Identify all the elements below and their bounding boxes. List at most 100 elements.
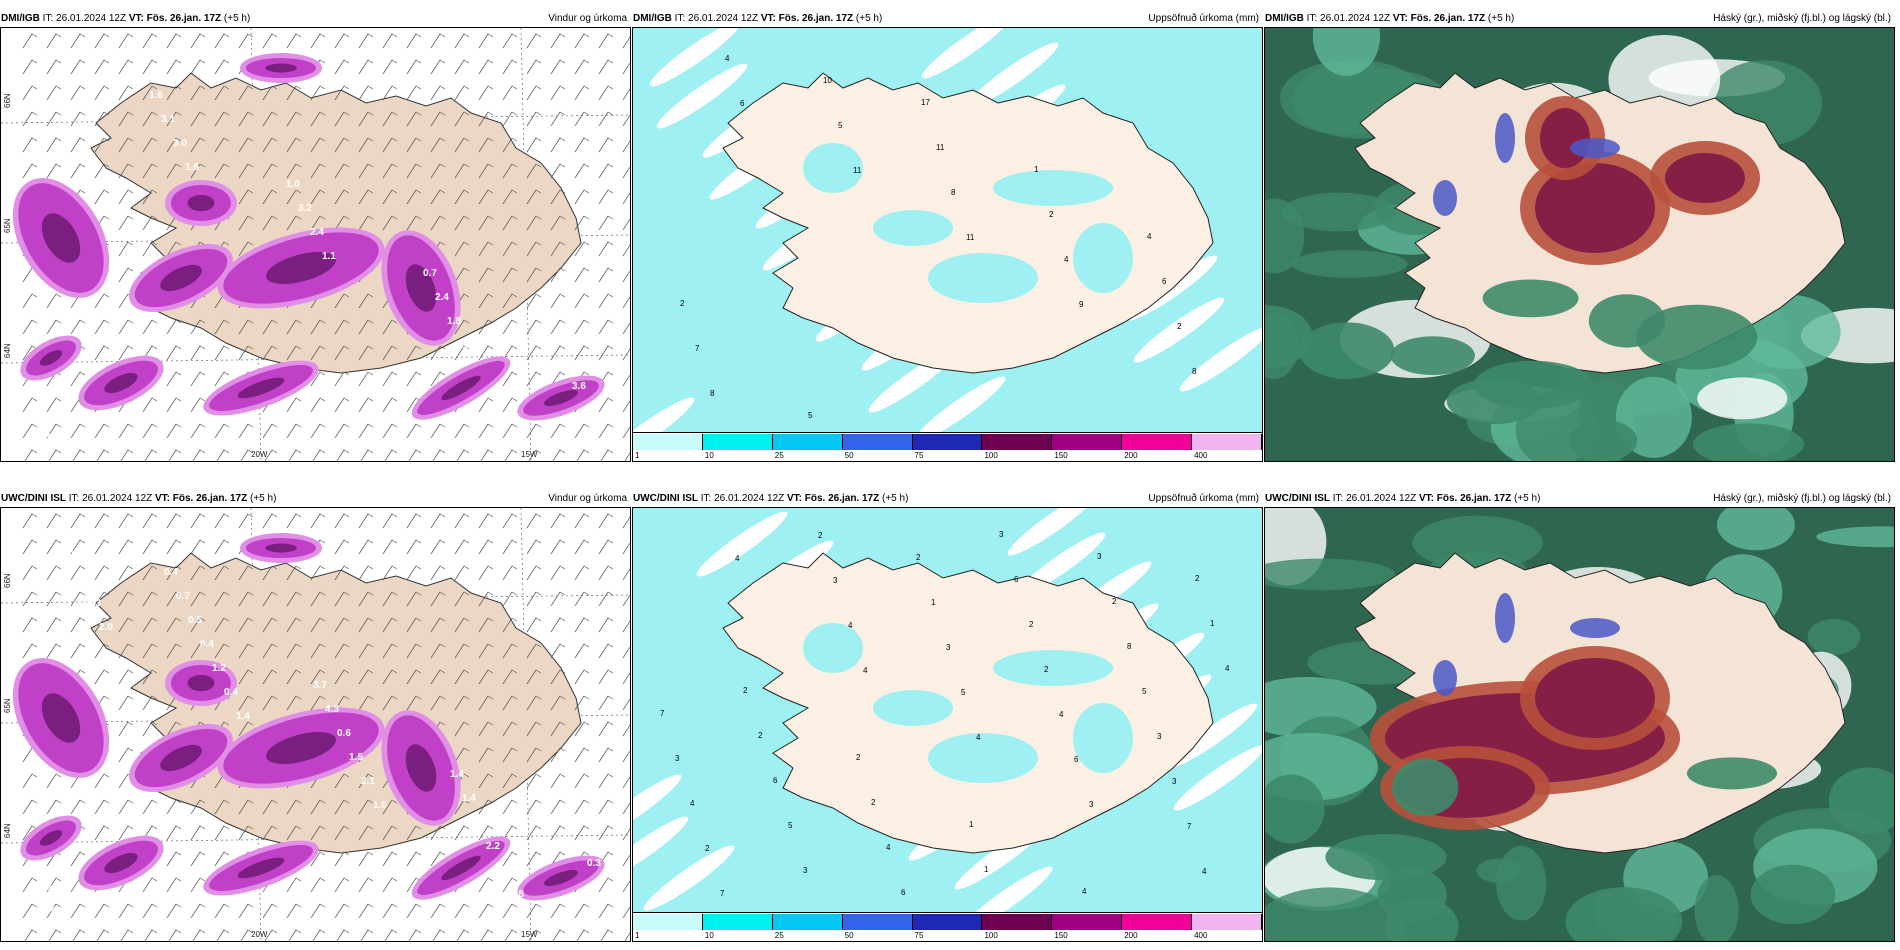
precip-point-label: 2: [916, 553, 921, 562]
wind-barb: [478, 85, 494, 101]
wind-barb: [334, 189, 350, 205]
wind-barb: [598, 513, 614, 529]
wind-barb: [406, 539, 422, 555]
wind-barb: [144, 929, 158, 941]
wind-barb: [142, 539, 158, 555]
precip-area: [411, 356, 511, 420]
wind-barb: [166, 617, 182, 633]
wind-barb: [550, 669, 566, 685]
wind-barb: [504, 449, 518, 461]
wind-barb: [574, 643, 590, 659]
precip-value-label: 3.6: [36, 429, 50, 440]
precip-point-label: 4: [886, 843, 891, 852]
wind-barb: [382, 371, 398, 387]
wind-barb: [454, 423, 470, 439]
wind-barb: [214, 423, 230, 439]
precip-value-label: 1.6: [185, 162, 199, 173]
wind-barb: [502, 903, 518, 919]
wind-barb: [310, 137, 326, 153]
panel-title: Uppsöfnuð úrkoma (mm): [1148, 493, 1259, 504]
wind-barb: [576, 929, 590, 941]
precip-point-label: 2: [871, 798, 876, 807]
wind-barb: [574, 617, 590, 633]
wind-barb: [214, 851, 230, 867]
wind-barb: [454, 539, 470, 555]
wind-barb: [238, 565, 254, 581]
wind-barb: [334, 371, 350, 387]
precip-point-label: 6: [901, 888, 906, 897]
wind-barb: [406, 137, 422, 153]
wind-barb: [238, 825, 254, 841]
wind-barb: [622, 426, 630, 439]
wind-barb: [526, 215, 542, 231]
wind-barb: [310, 565, 326, 581]
wind-barb: [142, 423, 158, 439]
wind-barb: [454, 319, 470, 335]
wind-barb: [502, 215, 518, 231]
wind-barb: [166, 591, 182, 607]
wind-barb: [262, 825, 278, 841]
wind-barb: [574, 773, 590, 789]
wind-barb: [406, 111, 422, 127]
wind-barb: [480, 929, 494, 941]
wind-barb: [334, 773, 350, 789]
wind-barb: [94, 617, 110, 633]
wind-barb: [454, 111, 470, 127]
wind-barb: [262, 799, 278, 815]
wind-barb: [550, 617, 566, 633]
header-offset: (+5 h): [1514, 493, 1541, 504]
panel-uwc-clouds: UWC/DINI ISL IT: 26.01.2024 12Z VT: Fös.…: [1264, 490, 1895, 942]
wind-barb: [358, 189, 374, 205]
wind-barb: [286, 695, 302, 711]
precip-value-label: 3.2: [48, 73, 62, 84]
precip-value-label: 1.2: [474, 817, 488, 828]
wind-barb: [406, 643, 422, 659]
header-model: UWC/DINI ISL: [1, 493, 66, 504]
wind-barb: [358, 371, 374, 387]
wind-barb: [406, 215, 422, 231]
colorbar-label: 400: [1194, 451, 1208, 460]
wind-barb: [238, 423, 254, 439]
wind-barb: [22, 591, 38, 607]
wind-barb: [502, 33, 518, 49]
wind-barb: [94, 825, 110, 841]
wind-barb: [288, 449, 302, 461]
wind-barb: [622, 724, 630, 737]
wind-barb: [622, 542, 630, 555]
wind-barb: [70, 591, 86, 607]
wind-barb: [264, 449, 278, 461]
wind-barb: [238, 111, 254, 127]
wind-barb: [310, 617, 326, 633]
wind-barb: [550, 423, 566, 439]
colorbar-label: 75: [914, 931, 924, 940]
wind-barb: [94, 513, 110, 529]
wind-barb: [310, 397, 326, 413]
wind-barb: [622, 568, 630, 581]
wind-barb: [334, 111, 350, 127]
wind-barb: [406, 565, 422, 581]
wind-barb: [406, 617, 422, 633]
wind-barb: [216, 929, 230, 941]
wind-barb: [94, 345, 110, 361]
wind-barb: [502, 747, 518, 763]
precip-point-label: 1: [1034, 165, 1039, 174]
header-it: 26.01.2024 12Z: [82, 493, 153, 504]
wind-barb: [454, 85, 470, 101]
wind-barb: [142, 903, 158, 919]
wind-barb: [502, 293, 518, 309]
wind-barb: [286, 137, 302, 153]
wind-barb: [382, 33, 398, 49]
wind-barb: [382, 85, 398, 101]
wind-barb: [238, 215, 254, 231]
wind-barb: [214, 513, 230, 529]
wind-barb: [96, 449, 110, 461]
precip-point-label: 1: [1210, 619, 1215, 628]
wind-barb: [598, 877, 614, 893]
wind-barb: [264, 929, 278, 941]
wind-barb: [262, 669, 278, 685]
precip-area: [203, 360, 319, 416]
wind-barb: [574, 267, 590, 283]
wind-barb: [358, 33, 374, 49]
wind-barb: [358, 85, 374, 101]
precip-point-label: 8: [710, 389, 715, 398]
